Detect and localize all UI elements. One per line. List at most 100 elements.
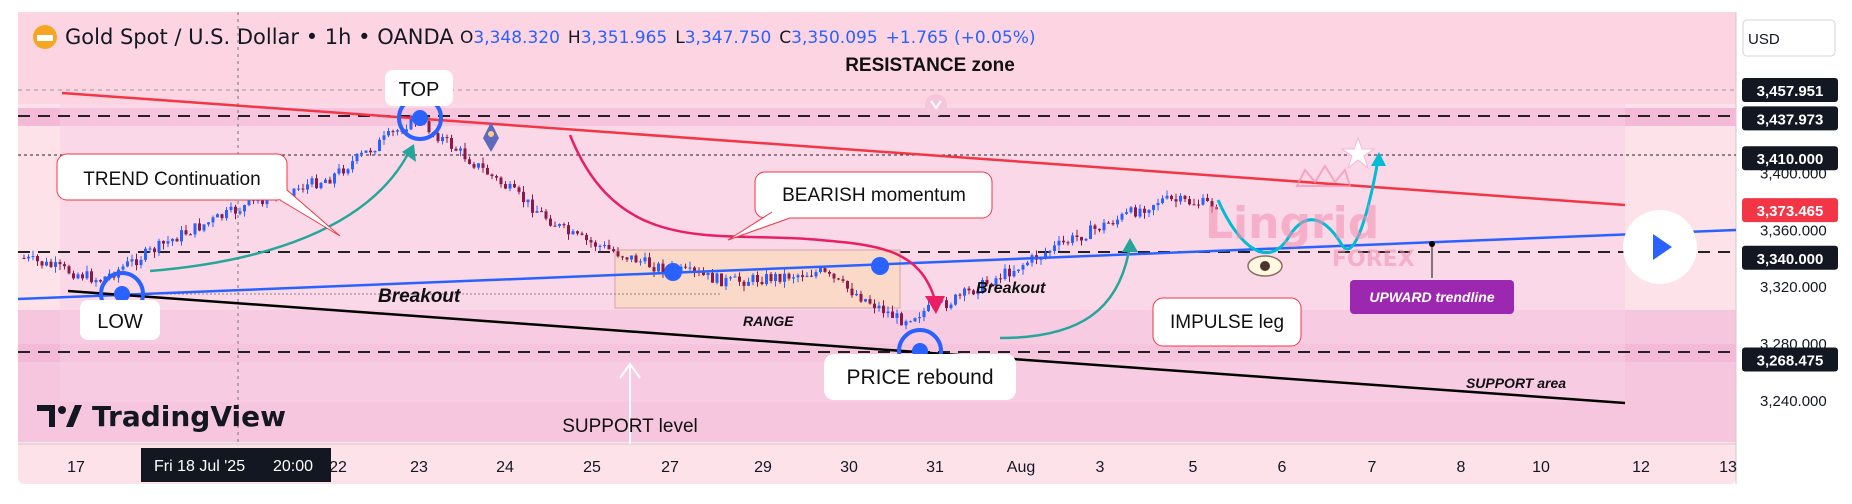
resistance-down-icon [925,94,947,116]
candle-body [1066,242,1070,244]
open-value: 3,348.320 [473,28,560,48]
candle-body [1161,198,1164,204]
symbol-title[interactable]: Gold Spot / U.S. Dollar • 1h • OANDA [65,25,454,49]
target-star-icon [1340,136,1376,170]
candle-body [742,281,746,286]
candle-body [882,305,885,314]
candle-body [576,231,579,234]
x-tick-label: 27 [661,459,679,476]
candle-body [1062,240,1065,243]
gold-bars-icon [37,35,53,41]
play-icon [1653,234,1672,260]
candle-body [306,184,309,190]
watermark-lingrid: Lingrid [1205,198,1379,249]
candle-body [369,150,372,153]
candle-body [607,245,611,250]
x-tick-label: 17 [67,459,85,476]
candle-body [40,261,44,266]
candle-body [481,163,485,168]
candle-body [981,279,984,294]
x-tick-label: 5 [1189,459,1198,476]
top-callout [385,70,453,106]
candle-body [441,137,444,142]
support-trendline[interactable] [67,289,1626,405]
candle-body [747,281,750,286]
candle-body [1048,250,1052,253]
candle-body [522,191,525,203]
candle-body [864,299,867,302]
candle-body [1098,228,1101,231]
candle-body [999,278,1002,280]
candle-body [504,184,507,189]
candle-body [643,257,647,262]
candle-body [477,163,480,168]
candle-body [1170,195,1173,200]
bearish-momentum-pointer [727,211,791,241]
candle-body [454,148,458,151]
x-tick-label: 6 [1278,459,1287,476]
candle-body [598,245,602,247]
candle-body [508,184,512,189]
candle-body [652,267,656,272]
candle-body [333,173,336,184]
candle-body [733,276,737,278]
price-tag-box [1742,106,1838,131]
candle-body [625,257,629,260]
candle-body [544,211,548,219]
candle-body [702,272,705,276]
candle-body [891,311,894,318]
candle-body [211,217,215,223]
price-tag-label: 3,268.475 [1757,352,1824,369]
low-marker-dot [114,286,130,302]
candle-body [688,267,692,269]
candle-body [490,174,494,177]
tradingview-logo-dot-icon [58,406,66,414]
candle-body [319,182,323,189]
close-value: 3,350.095 [791,28,878,48]
resistance-trendline[interactable] [61,91,1626,207]
candle-body [189,234,192,236]
y-tick-label: 3,320.000 [1760,279,1827,296]
candle-body [463,148,467,160]
candle-body [427,121,431,133]
candle-body [1125,212,1128,214]
candle-body [220,214,224,219]
candle-body [45,261,48,266]
candle-body [72,273,75,279]
candle-body [1147,209,1151,213]
candle-body [805,275,809,277]
candle-body [1165,195,1169,199]
candle-body [328,179,332,184]
projection-path [1216,159,1380,255]
price-tag-label: 3,410.000 [1757,151,1824,168]
candle-body [229,206,233,210]
candle-body [1111,223,1115,225]
candle-body [963,288,966,296]
candle-body [603,245,606,247]
x-tick-label: 31 [926,459,944,476]
impulse-leg-label: IMPULSE leg [1170,312,1284,333]
candle-body [918,317,921,319]
candle-body [445,137,449,139]
candle-body [630,255,633,260]
candle-body [1197,204,1200,206]
candle-body [819,268,822,273]
candle-body [166,241,170,244]
high-value: 3,351.965 [581,28,668,48]
candle-body [841,279,845,281]
price-rebound-label: PRICE rebound [846,366,993,389]
candle-body [837,278,840,280]
tradingview-logo[interactable]: TradingView [37,400,286,433]
candle-body [621,256,624,258]
candle-body [1152,205,1155,210]
x-tick-label: 29 [754,459,772,476]
candle-body [900,313,903,326]
candle-body [148,248,152,250]
currency-selector[interactable] [1742,19,1836,57]
candle-body [202,224,206,231]
bearish-momentum-label: BEARISH momentum [782,185,966,206]
breakout-left-label: Breakout [378,286,461,307]
candle-body [958,294,962,296]
trend-continuation-label: TREND Continuation [83,169,260,190]
